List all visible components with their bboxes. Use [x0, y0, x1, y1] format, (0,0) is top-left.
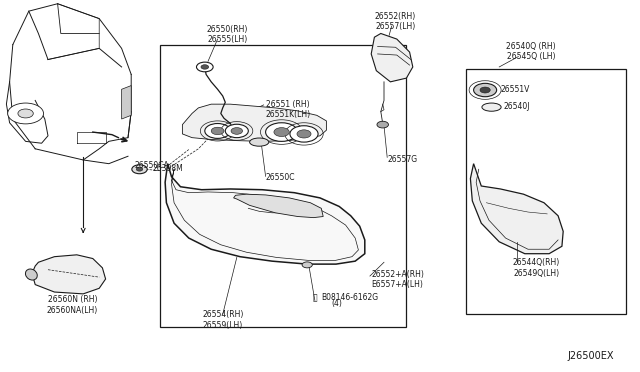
- Polygon shape: [234, 194, 323, 218]
- Polygon shape: [122, 86, 131, 119]
- Circle shape: [474, 83, 497, 97]
- Polygon shape: [470, 164, 563, 254]
- Circle shape: [136, 167, 143, 171]
- Text: 26550C: 26550C: [266, 173, 295, 182]
- Circle shape: [274, 128, 289, 137]
- Text: 26552+A(RH)
E6557+A(LH): 26552+A(RH) E6557+A(LH): [371, 270, 424, 289]
- Circle shape: [297, 130, 311, 138]
- Polygon shape: [371, 33, 413, 82]
- Text: B08146-6162G: B08146-6162G: [321, 293, 378, 302]
- Text: (4): (4): [332, 299, 342, 308]
- Circle shape: [231, 128, 243, 134]
- Polygon shape: [32, 255, 106, 294]
- Text: 26560N (RH)
26560NA(LH): 26560N (RH) 26560NA(LH): [47, 295, 98, 315]
- Circle shape: [225, 124, 248, 138]
- Circle shape: [290, 126, 318, 142]
- Text: 26550(RH)
26555(LH): 26550(RH) 26555(LH): [207, 25, 248, 44]
- Circle shape: [211, 127, 224, 135]
- Text: 26551V: 26551V: [500, 85, 530, 94]
- Text: J26500EX: J26500EX: [568, 352, 614, 361]
- Text: 26557G: 26557G: [387, 155, 417, 164]
- Circle shape: [132, 165, 147, 174]
- Ellipse shape: [482, 103, 501, 111]
- Circle shape: [18, 109, 33, 118]
- Bar: [160, 45, 406, 327]
- Text: 26540J: 26540J: [503, 102, 529, 111]
- Text: 26551 (RH)
26551K(LH): 26551 (RH) 26551K(LH): [266, 100, 311, 119]
- Text: 26554(RH)
26559(LH): 26554(RH) 26559(LH): [202, 310, 243, 330]
- Text: 26552(RH)
26557(LH): 26552(RH) 26557(LH): [375, 12, 416, 31]
- Polygon shape: [182, 104, 326, 141]
- Ellipse shape: [250, 138, 269, 146]
- Circle shape: [266, 123, 298, 141]
- Polygon shape: [165, 164, 365, 264]
- Circle shape: [302, 262, 312, 268]
- Bar: [466, 69, 626, 314]
- Circle shape: [196, 62, 213, 72]
- Text: 26550CA: 26550CA: [135, 161, 170, 170]
- Circle shape: [205, 124, 230, 138]
- Circle shape: [201, 65, 209, 69]
- Text: 26544Q(RH)
26549Q(LH): 26544Q(RH) 26549Q(LH): [513, 258, 560, 278]
- Ellipse shape: [26, 269, 37, 280]
- Text: Ⓑ: Ⓑ: [312, 293, 317, 302]
- Circle shape: [480, 87, 490, 93]
- Text: 26398M: 26398M: [152, 164, 183, 173]
- Text: 26540Q (RH)
26545Q (LH): 26540Q (RH) 26545Q (LH): [506, 42, 556, 61]
- Circle shape: [377, 121, 388, 128]
- Circle shape: [8, 103, 44, 124]
